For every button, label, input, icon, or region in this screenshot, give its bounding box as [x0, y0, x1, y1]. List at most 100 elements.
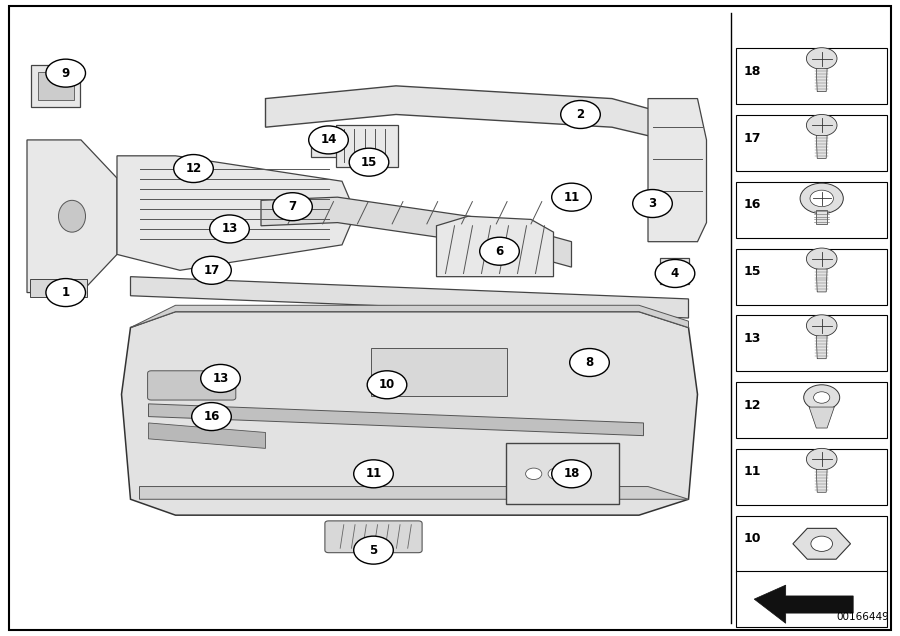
Text: 6: 6 [495, 245, 504, 258]
FancyBboxPatch shape [736, 449, 887, 505]
Text: 10: 10 [379, 378, 395, 391]
Text: 12: 12 [185, 162, 202, 175]
Polygon shape [816, 469, 827, 492]
Text: 16: 16 [203, 410, 220, 423]
FancyBboxPatch shape [660, 258, 688, 284]
PathPatch shape [148, 404, 644, 436]
Text: 11: 11 [563, 191, 580, 204]
Text: 7: 7 [288, 200, 297, 213]
FancyBboxPatch shape [336, 125, 398, 167]
Circle shape [349, 148, 389, 176]
Circle shape [354, 536, 393, 564]
PathPatch shape [130, 277, 688, 318]
Circle shape [174, 155, 213, 183]
Circle shape [201, 364, 240, 392]
FancyBboxPatch shape [736, 382, 887, 438]
Circle shape [552, 460, 591, 488]
Circle shape [633, 190, 672, 218]
Text: 13: 13 [221, 223, 238, 235]
Text: 17: 17 [743, 132, 760, 144]
Polygon shape [793, 529, 850, 559]
PathPatch shape [140, 487, 688, 499]
Polygon shape [754, 585, 853, 623]
Text: 18: 18 [563, 467, 580, 480]
FancyBboxPatch shape [311, 135, 338, 157]
Circle shape [210, 215, 249, 243]
Circle shape [570, 349, 609, 377]
Text: 9: 9 [61, 67, 70, 80]
Polygon shape [816, 210, 827, 224]
Circle shape [46, 279, 86, 307]
PathPatch shape [261, 197, 572, 267]
FancyBboxPatch shape [371, 348, 507, 396]
PathPatch shape [436, 216, 554, 277]
Circle shape [806, 248, 837, 270]
FancyBboxPatch shape [32, 65, 80, 107]
FancyBboxPatch shape [736, 48, 887, 104]
Circle shape [526, 468, 542, 480]
Circle shape [192, 403, 231, 431]
FancyBboxPatch shape [736, 182, 887, 238]
Circle shape [804, 385, 840, 410]
Circle shape [814, 392, 830, 403]
Text: 15: 15 [743, 265, 760, 278]
PathPatch shape [27, 140, 117, 293]
Text: 15: 15 [361, 156, 377, 169]
Text: 13: 13 [743, 332, 760, 345]
Text: 00166449: 00166449 [836, 612, 889, 622]
Circle shape [548, 468, 564, 480]
Circle shape [480, 237, 519, 265]
Circle shape [811, 536, 832, 551]
Circle shape [571, 468, 587, 480]
Circle shape [367, 371, 407, 399]
Ellipse shape [58, 200, 86, 232]
FancyBboxPatch shape [148, 371, 236, 400]
FancyBboxPatch shape [9, 6, 891, 630]
Circle shape [192, 256, 231, 284]
Circle shape [800, 183, 843, 214]
Circle shape [810, 190, 833, 207]
Circle shape [806, 315, 837, 336]
Text: 11: 11 [743, 466, 760, 478]
Text: 11: 11 [365, 467, 382, 480]
Circle shape [552, 183, 591, 211]
Text: 18: 18 [743, 65, 760, 78]
PathPatch shape [148, 423, 266, 448]
Text: 4: 4 [670, 267, 680, 280]
Circle shape [354, 460, 393, 488]
Text: 8: 8 [585, 356, 594, 369]
Circle shape [806, 48, 837, 69]
Text: 17: 17 [203, 264, 220, 277]
FancyBboxPatch shape [736, 249, 887, 305]
PathPatch shape [266, 86, 693, 146]
Text: 12: 12 [743, 399, 760, 411]
PathPatch shape [130, 305, 688, 328]
FancyBboxPatch shape [506, 443, 619, 504]
Polygon shape [816, 269, 827, 292]
Text: 16: 16 [743, 198, 760, 211]
Polygon shape [816, 336, 827, 359]
Circle shape [561, 100, 600, 128]
Polygon shape [809, 407, 834, 428]
FancyBboxPatch shape [736, 516, 887, 572]
Text: 1: 1 [61, 286, 70, 299]
Text: 10: 10 [743, 532, 760, 545]
Text: 2: 2 [576, 108, 585, 121]
FancyBboxPatch shape [325, 521, 422, 553]
Text: 5: 5 [369, 544, 378, 556]
Circle shape [273, 193, 312, 221]
Text: 14: 14 [320, 134, 337, 146]
Circle shape [806, 114, 837, 136]
PathPatch shape [122, 312, 698, 515]
FancyBboxPatch shape [30, 279, 87, 297]
FancyBboxPatch shape [736, 315, 887, 371]
FancyBboxPatch shape [736, 115, 887, 171]
Text: 3: 3 [648, 197, 657, 210]
FancyBboxPatch shape [38, 72, 74, 100]
Text: 13: 13 [212, 372, 229, 385]
Polygon shape [816, 69, 827, 92]
PathPatch shape [117, 156, 356, 270]
PathPatch shape [648, 99, 706, 242]
Circle shape [806, 448, 837, 470]
Circle shape [655, 259, 695, 287]
